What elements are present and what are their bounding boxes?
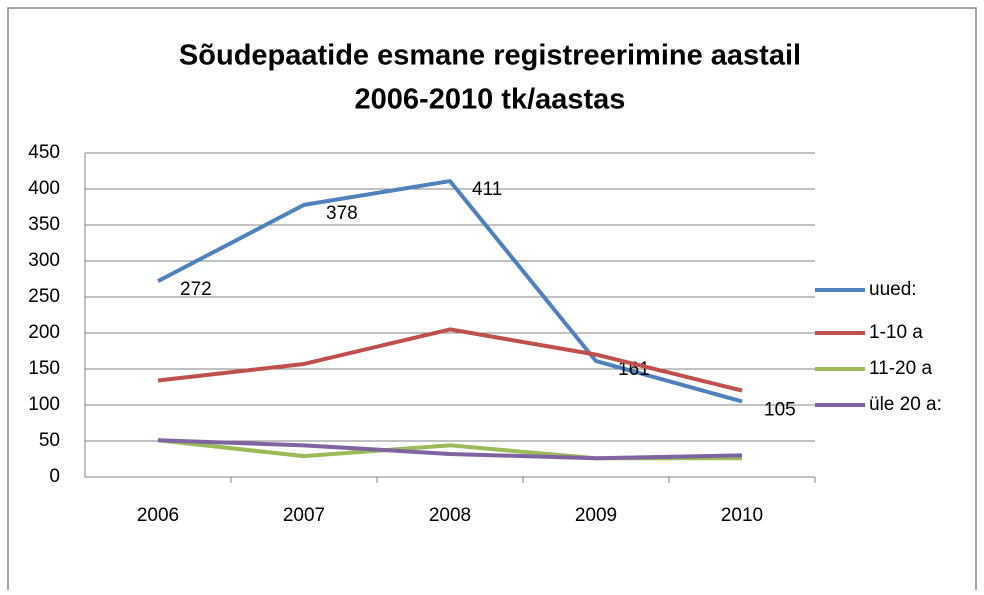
y-tick-label: 50 (39, 430, 60, 451)
x-tick-label: 2008 (429, 505, 471, 526)
chart-title: Sõudepaatide esmane registreerimine aast… (179, 40, 801, 72)
y-tick-label: 250 (28, 286, 60, 307)
y-tick-label: 300 (28, 250, 60, 271)
chart-border (7, 7, 977, 590)
legend-label: üle 20 a: (869, 394, 942, 415)
data-label: 411 (472, 179, 502, 200)
y-tick-label: 350 (28, 214, 60, 235)
y-tick-label: 0 (49, 466, 60, 487)
legend-label: uued: (869, 279, 917, 300)
y-tick-label: 400 (28, 178, 60, 199)
data-label: 272 (180, 279, 212, 300)
y-tick-label: 200 (28, 322, 60, 343)
legend-label: 1-10 a (869, 322, 923, 343)
data-label: 378 (326, 203, 358, 224)
y-tick-label: 150 (28, 358, 60, 379)
y-tick-label: 450 (28, 142, 60, 163)
line-series (157, 438, 743, 461)
chart-title: 2006-2010 tk/aastas (355, 84, 626, 116)
x-tick-label: 2009 (575, 505, 617, 526)
data-label: 105 (764, 399, 796, 420)
x-tick-label: 2007 (283, 505, 325, 526)
x-tick-label: 2006 (137, 505, 179, 526)
line-series (157, 327, 743, 393)
y-tick-label: 100 (28, 394, 60, 415)
x-tick-label: 2010 (721, 505, 763, 526)
line-series (157, 179, 743, 404)
legend-label: 11-20 a (869, 358, 932, 379)
